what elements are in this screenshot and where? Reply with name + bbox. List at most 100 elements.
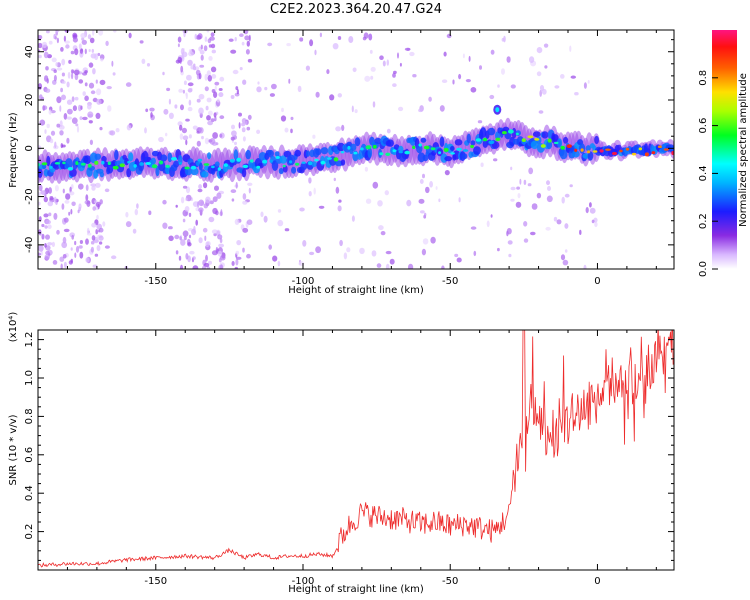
heatmap-noise-blob: [84, 95, 89, 102]
heatmap-noise-blob: [228, 38, 234, 42]
heatmap-noise-blob: [196, 140, 201, 147]
heatmap-ridge-blob: [386, 139, 394, 147]
heatmap-peak-blob: [282, 164, 286, 168]
snr-y-axis-label: SNR (10 * v/v): [8, 414, 19, 485]
heatmap-noise-blob: [389, 258, 395, 265]
heatmap-noise-blob: [38, 42, 43, 49]
heatmap-noise-blob: [208, 260, 212, 265]
heatmap-noise-blob: [102, 221, 106, 227]
heatmap-noise-blob: [236, 89, 239, 95]
heatmap-noise-blob: [510, 84, 516, 89]
heatmap-noise-blob: [78, 43, 82, 50]
heatmap-noise-blob: [200, 54, 204, 61]
heatmap-noise-blob: [175, 250, 179, 255]
heatmap-noise-blob: [404, 47, 411, 51]
heatmap-noise-blob: [231, 124, 235, 130]
heatmap-noise-blob: [392, 73, 396, 78]
heatmap-noise-blob: [264, 86, 268, 91]
heatmap-peak-blob: [203, 163, 210, 166]
heatmap-peak-blob: [619, 149, 623, 153]
heatmap-noise-blob: [196, 98, 201, 103]
heatmap-peak-blob: [430, 147, 436, 151]
heatmap-noise-blob: [192, 265, 199, 269]
heatmap-noise-blob: [477, 120, 483, 124]
heatmap-noise-blob: [235, 182, 238, 189]
heatmap-peak-blob: [663, 148, 669, 151]
heatmap-noise-blob: [47, 224, 52, 229]
heatmap-noise-blob: [82, 91, 86, 96]
heatmap-noise-blob: [234, 218, 240, 225]
heatmap-peak-blob: [534, 138, 540, 141]
heatmap-noise-blob: [45, 250, 50, 256]
heatmap-noise-blob: [211, 89, 216, 93]
heatmap-noise-blob: [77, 209, 80, 214]
heatmap-noise-blob: [182, 135, 189, 141]
heatmap-peak-blob: [179, 162, 182, 165]
heatmap-noise-blob: [203, 45, 208, 52]
heatmap-noise-blob: [242, 200, 248, 205]
heatmap-peak-blob: [385, 152, 391, 156]
heatmap-peak-blob: [101, 160, 105, 165]
heatmap-noise-blob: [47, 201, 54, 207]
heatmap-noise-blob: [458, 197, 461, 203]
heatmap-noise-blob: [61, 94, 66, 101]
heatmap-noise-blob: [168, 235, 174, 242]
heatmap-ridge-blob: [393, 144, 400, 150]
heatmap-ridge-blob: [101, 155, 107, 163]
snr-x-tick-label: -150: [144, 576, 167, 587]
heatmap-noise-blob: [72, 37, 78, 43]
heatmap-noise-blob: [497, 247, 500, 252]
heatmap-noise-blob: [341, 124, 345, 131]
heatmap-noise-blob: [90, 183, 97, 187]
heatmap-noise-blob: [84, 48, 87, 55]
heatmap-noise-blob: [231, 198, 235, 202]
heatmap-noise-blob: [95, 79, 98, 84]
heatmap-noise-blob: [286, 43, 291, 47]
heatmap-noise-blob: [39, 94, 43, 100]
heatmap-noise-blob: [197, 33, 203, 40]
snr-panel: -150 -100 -50 0 0.2 0.4 0.6 0.8 1.0 1.2 Height o…: [8, 312, 675, 595]
heatmap-noise-blob: [212, 132, 219, 139]
heatmap-noise-blob: [458, 73, 462, 80]
heatmap-noise-blob: [277, 219, 284, 227]
heatmap-noise-blob: [87, 103, 92, 110]
colorbar-tick-label: 0.8: [698, 70, 709, 86]
heatmap-noise-blob: [277, 209, 282, 213]
heatmap-noise-blob: [204, 86, 209, 92]
heatmap-noise-blob: [180, 196, 185, 204]
heatmap-peak-blob: [398, 150, 403, 154]
heatmap-noise-blob: [290, 116, 294, 121]
heatmap-noise-blob: [104, 188, 110, 193]
heatmap-noise-blob: [85, 184, 89, 191]
heatmap-noise-blob: [213, 91, 218, 98]
heatmap-peak-blob: [217, 167, 222, 171]
heatmap-noise-blob: [198, 199, 205, 207]
heatmap-noise-blob: [594, 221, 598, 228]
heatmap-noise-blob: [452, 79, 455, 85]
heatmap-noise-blob: [309, 39, 314, 47]
heatmap-ridge-blob: [450, 146, 455, 151]
heatmap-peak-blob: [644, 152, 649, 157]
heatmap-peak-blob: [269, 159, 273, 163]
heatmap-noise-blob: [192, 256, 196, 260]
heatmap-x-tick-label: -50: [442, 276, 458, 287]
heatmap-peak-blob: [307, 161, 313, 166]
heatmap-noise-blob: [78, 79, 84, 84]
heatmap-noise-blob: [589, 207, 596, 214]
heatmap-noise-blob: [212, 196, 218, 203]
heatmap-noise-blob: [132, 228, 137, 234]
heatmap-noise-blob: [564, 193, 570, 198]
heatmap-noise-blob: [168, 112, 174, 120]
heatmap-ridge-blob: [444, 156, 453, 162]
heatmap-ridge-blob: [279, 155, 287, 164]
heatmap-peak-blob: [379, 152, 384, 156]
heatmap-peak-blob: [360, 147, 364, 151]
heatmap-ridge-blob: [114, 149, 119, 161]
heatmap-noise-blob: [177, 121, 183, 127]
heatmap-ridge-blob: [480, 127, 487, 138]
heatmap-noise-blob: [78, 183, 84, 190]
heatmap-noise-blob: [220, 264, 223, 269]
heatmap-noise-blob: [100, 58, 104, 62]
heatmap-noise-blob: [46, 123, 50, 129]
heatmap-noise-blob: [48, 109, 52, 115]
